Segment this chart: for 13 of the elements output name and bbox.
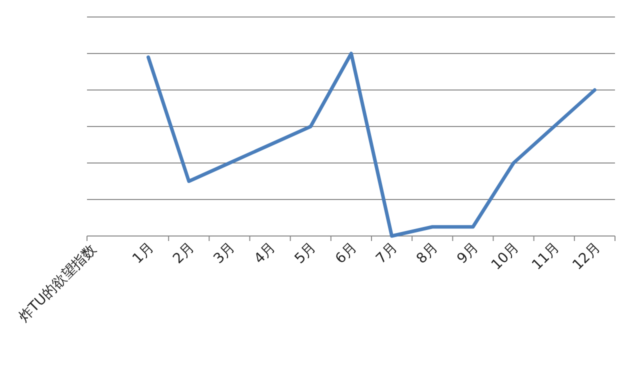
- x-tick-label: 10月: [488, 240, 522, 274]
- x-axis-title: 炸TU的欲望指数: [16, 242, 100, 326]
- x-tick-label: 5月: [292, 240, 320, 268]
- x-tick-label: 1月: [130, 240, 158, 268]
- x-tick-label: 4月: [251, 240, 279, 268]
- x-tick-label: 9月: [454, 240, 482, 268]
- x-tick-label: 6月: [332, 240, 360, 268]
- x-tick-label: 3月: [210, 240, 238, 268]
- x-tick-label: 12月: [570, 240, 604, 274]
- x-tick-label: 7月: [373, 240, 401, 268]
- x-tick-label: 2月: [170, 240, 198, 268]
- x-tick-label: 11月: [529, 240, 563, 274]
- x-tick-label: 8月: [414, 240, 442, 268]
